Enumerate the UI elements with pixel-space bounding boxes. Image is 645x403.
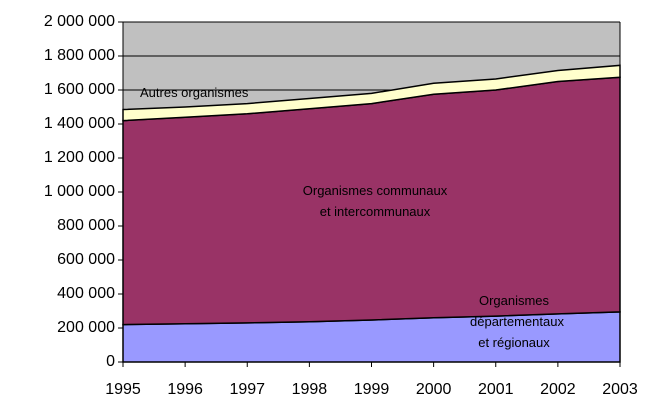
x-tick-label: 1999 — [354, 381, 390, 398]
x-tick-label: 2002 — [540, 381, 576, 398]
series-label: Autres organismes — [140, 85, 249, 100]
y-tick-label: 800 000 — [57, 217, 115, 234]
x-tick-label: 2000 — [416, 381, 452, 398]
y-tick-label: 1 200 000 — [44, 149, 115, 166]
y-tick-label: 1 400 000 — [44, 115, 115, 132]
y-tick-label: 400 000 — [57, 285, 115, 302]
x-tick-label: 1997 — [229, 381, 265, 398]
x-tick-label: 1998 — [292, 381, 328, 398]
series-label: Organismes départementaux et régionaux — [470, 293, 564, 350]
y-tick-label: 1 600 000 — [44, 81, 115, 98]
y-tick-label: 2 000 000 — [44, 13, 115, 30]
x-tick-label: 1996 — [167, 381, 203, 398]
series-label: Organismes communaux et intercommunaux — [302, 183, 448, 219]
y-tick-label: 0 — [106, 353, 115, 370]
y-tick-label: 600 000 — [57, 251, 115, 268]
x-tick-label: 2003 — [602, 381, 638, 398]
x-tick-label: 1995 — [105, 381, 141, 398]
y-tick-label: 1 800 000 — [44, 47, 115, 64]
y-tick-label: 200 000 — [57, 319, 115, 336]
x-tick-label: 2001 — [478, 381, 514, 398]
y-tick-label: 1 000 000 — [44, 183, 115, 200]
